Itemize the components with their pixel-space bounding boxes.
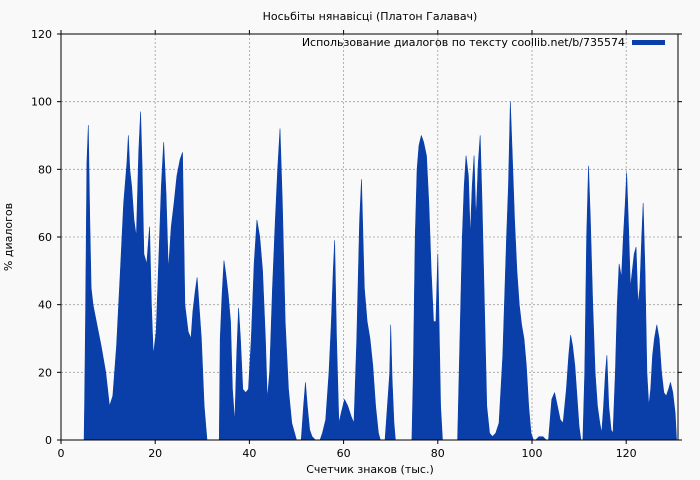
y-axis-ticks: 0 20 40 60 80 100 120 bbox=[31, 28, 682, 447]
plot-area bbox=[60, 101, 677, 441]
y-tick-label: 100 bbox=[31, 96, 52, 109]
x-tick-label: 40 bbox=[242, 447, 256, 460]
chart-title: Носьбіты нянавісці (Платон Галавач) bbox=[263, 10, 478, 23]
series-area bbox=[60, 101, 677, 441]
y-tick-label: 80 bbox=[38, 163, 52, 176]
x-tick-label: 100 bbox=[521, 447, 542, 460]
x-tick-label: 80 bbox=[431, 447, 445, 460]
y-axis-label: % диалогов bbox=[2, 203, 15, 271]
y-tick-label: 0 bbox=[45, 434, 52, 447]
legend: Использование диалогов по тексту coollib… bbox=[302, 36, 665, 49]
x-axis-label: Счетчик знаков (тыс.) bbox=[306, 463, 434, 476]
y-tick-label: 40 bbox=[38, 299, 52, 312]
y-tick-label: 60 bbox=[38, 231, 52, 244]
y-tick-label: 20 bbox=[38, 366, 52, 379]
x-tick-label: 120 bbox=[616, 447, 637, 460]
x-tick-label: 60 bbox=[337, 447, 351, 460]
y-tick-label: 120 bbox=[31, 28, 52, 41]
legend-swatch bbox=[632, 40, 665, 45]
x-tick-label: 20 bbox=[148, 447, 162, 460]
x-axis-ticks: 0 20 40 60 80 100 120 bbox=[58, 30, 637, 460]
x-tick-label: 0 bbox=[58, 447, 65, 460]
legend-label: Использование диалогов по тексту coollib… bbox=[302, 36, 625, 49]
